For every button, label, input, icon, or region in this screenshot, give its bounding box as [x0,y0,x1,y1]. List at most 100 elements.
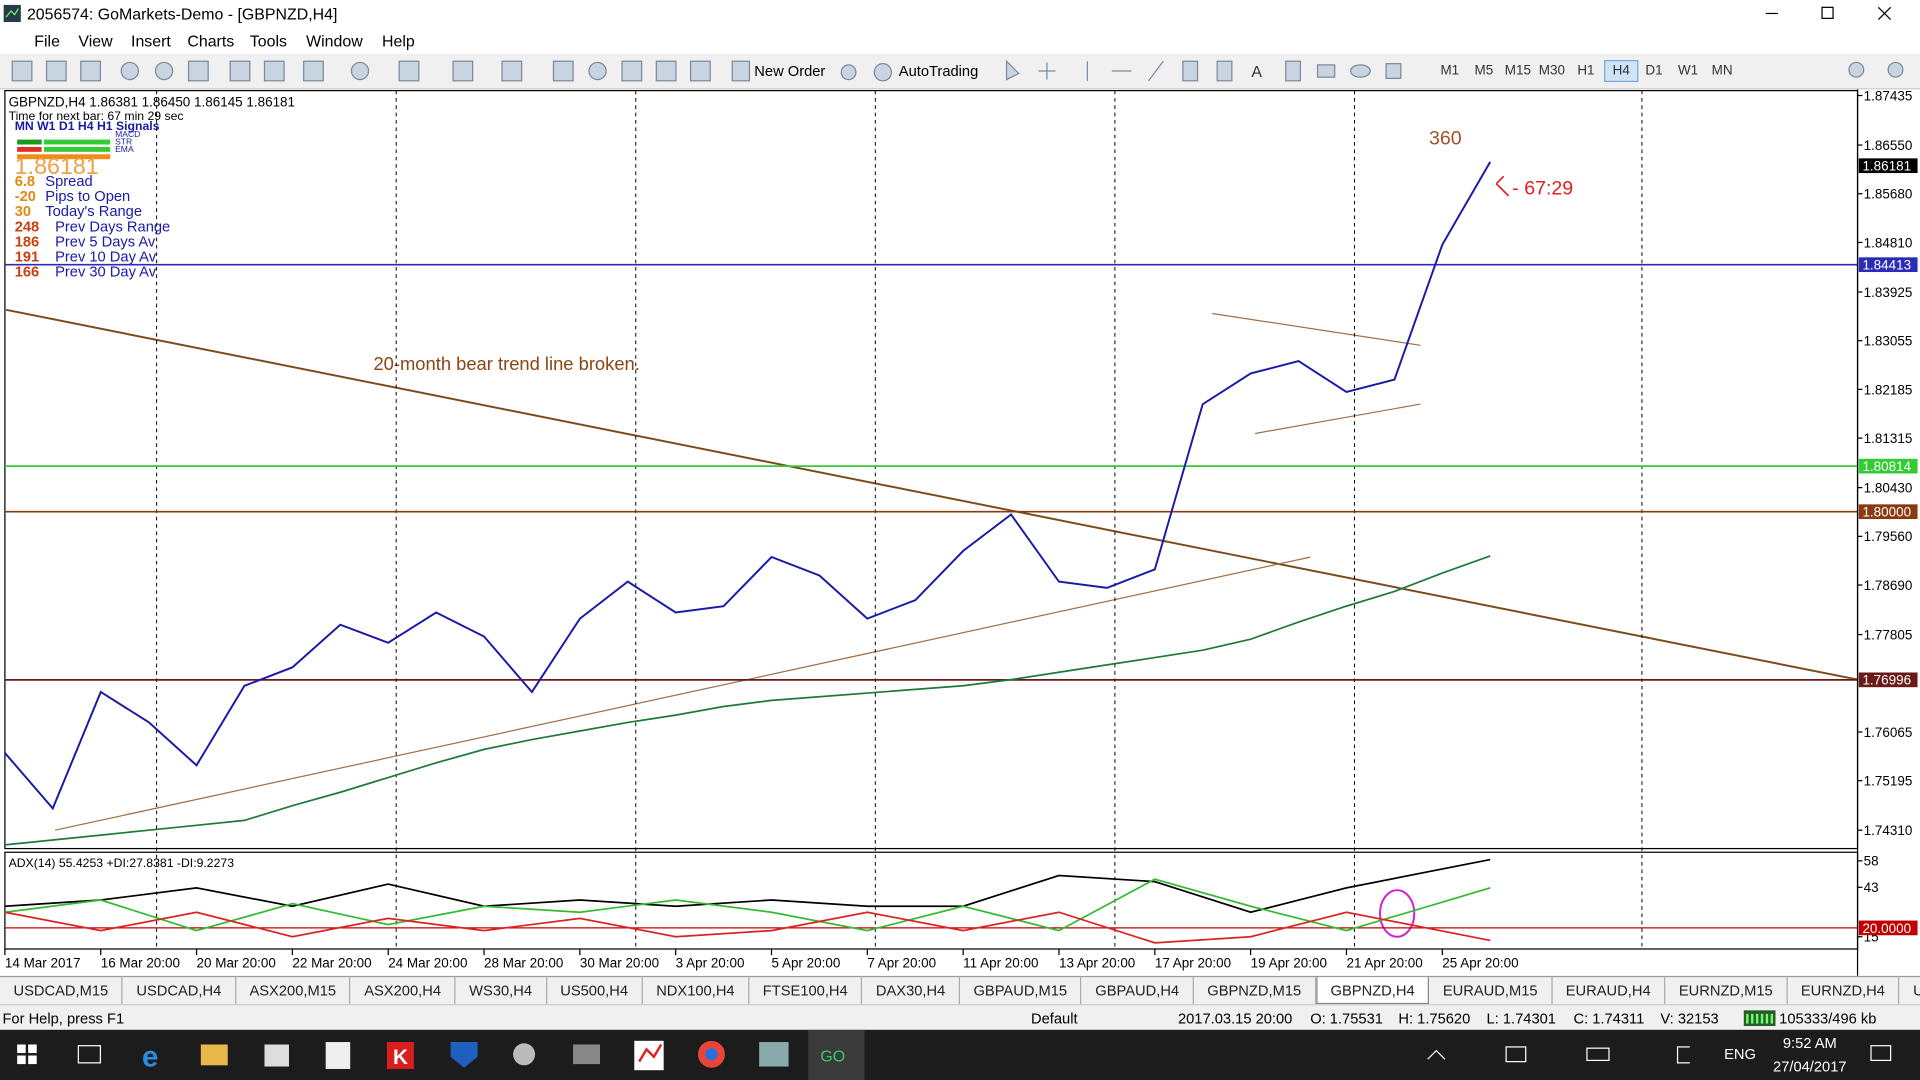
x-tick-label: 3 Apr 20:00 [676,955,745,970]
menu-item[interactable]: Charts [187,31,235,51]
timeframe-button[interactable]: M1 [1440,63,1460,79]
x-tick-label: 17 Apr 20:00 [1155,955,1231,970]
new-order-button[interactable]: New Order [754,62,826,80]
annotation: - 67:29 [1512,178,1573,200]
window-controls[interactable] [1751,0,1920,27]
price-big: 1.86181 [15,153,99,179]
autotrading-button[interactable]: AutoTrading [898,62,979,80]
chart-tab[interactable]: US500,H4 [547,977,643,1005]
price-level-box [1858,458,1918,474]
stat-value: -20 [15,189,36,205]
x-tick-label: 13 Apr 20:00 [1059,955,1135,970]
x-tick-label: 5 Apr 20:00 [772,955,841,970]
svg-text:e: e [142,1041,158,1074]
timeframe-button[interactable]: M30 [1538,63,1566,79]
menu-item[interactable]: Tools [249,31,287,51]
notifications[interactable] [1869,1042,1893,1066]
chart-tab[interactable]: GBPAUD,M15 [960,977,1082,1005]
x-tick-label: 7 Apr 20:00 [867,955,936,970]
price-level-box [1858,672,1918,688]
signal-bar [44,139,111,145]
chart-tab[interactable]: EURNZD,H4 [1787,977,1900,1005]
signals-label: MN W1 D1 H4 H1 Signals [15,119,160,133]
highlight-circle [1379,889,1416,938]
title-bar: 2056574: GoMarkets-Demo - [GBPNZD,H4] [0,0,1920,27]
y-tick-label: 1.80430 [1864,481,1913,496]
timeframe-button[interactable]: W1 [1677,63,1699,79]
chart-tab[interactable]: EURNZD,M15 [1665,977,1788,1005]
taskbar: e K GO ENG 9:52 AM 27/04/2017 [0,1029,1920,1080]
chart-tab[interactable]: NDX100,H4 [643,977,750,1005]
clock-date[interactable]: 27/04/2017 [1773,1057,1847,1076]
timeframe-button[interactable]: H4 [1604,60,1639,83]
x-tick-label: 28 Mar 20:00 [484,955,563,970]
annotation: 360 [1429,127,1462,149]
status-open: O: 1.75531 [1310,1010,1383,1028]
stat-value: 191 [15,249,40,265]
chart-tab[interactable]: EURAUD,M15 [1429,977,1553,1005]
timer-arrow [1495,175,1510,197]
chart-tab[interactable]: USDCAD,M15 [0,977,123,1005]
x-tick-label: 22 Mar 20:00 [292,955,371,970]
signal-bar [44,146,111,152]
signal-row: MACD [115,129,140,139]
menu-item[interactable]: Insert [131,31,171,51]
clock-time[interactable]: 9:52 AM [1782,1034,1837,1052]
status-high: H: 1.75620 [1398,1010,1471,1028]
y-tick-label: 1.75195 [1864,774,1913,789]
menu-item[interactable]: File [34,31,60,51]
signal-bars [17,139,111,160]
bar-timer: Time for next bar: 67 min 29 sec [9,109,184,123]
price-level-label: 1.86181 [1862,159,1911,174]
signal-bar [17,154,111,160]
language[interactable]: ENG [1724,1045,1756,1063]
x-tick-label: 20 Mar 20:00 [197,955,276,970]
chart-tab[interactable]: FTSE100,H4 [749,977,863,1005]
timeframe-button[interactable]: D1 [1645,63,1663,79]
stat-label: Prev 5 Days Av [55,234,156,250]
timeframe-button[interactable]: M15 [1504,63,1531,79]
signal-bar [17,139,42,145]
stat-value: 166 [15,264,40,280]
chart-tab[interactable]: GBPNZD,M15 [1194,977,1316,1005]
stat-value: 6.8 [15,174,35,190]
chart-tab[interactable]: USDI [1900,977,1920,1004]
menu-item[interactable]: Window [306,31,363,51]
y-tick-label: 1.79560 [1864,529,1913,544]
chart-tab[interactable]: GBPNZD,H4 [1315,977,1430,1005]
x-tick-label: 19 Apr 20:00 [1251,955,1327,970]
y-tick-label: 1.77805 [1864,627,1913,642]
chart-tab[interactable]: GBPAUD,H4 [1082,977,1194,1005]
x-tick-label: 16 Mar 20:00 [101,955,180,970]
chart-tab[interactable]: EURAUD,H4 [1552,977,1666,1005]
support-trend-line [54,556,1311,831]
timeframe-button[interactable]: MN [1711,63,1733,79]
x-tick-label: 24 Mar 20:00 [388,955,467,970]
stat-label: Prev 10 Day Av [55,249,157,265]
price-level-box [1858,257,1918,273]
toolbar-icons: A [11,59,1904,82]
status-time: 2017.03.15 20:00 [1177,1010,1293,1028]
chart-tab[interactable]: USDCAD,H4 [123,977,236,1005]
signal-row: EMA [115,144,134,154]
taskbar-icons: e K GO [17,1029,1690,1080]
chart-tab[interactable]: ASX200,M15 [236,977,351,1005]
y-tick-label: 1.74310 [1864,823,1913,838]
signal-bar [17,146,42,152]
y-tick-label: 58 [1864,854,1879,869]
chart-tab[interactable]: ASX200,H4 [351,977,456,1005]
status-traffic: 105333/496 kb [1779,1010,1877,1028]
chart-tab[interactable]: DAX30,H4 [862,977,960,1005]
y-tick-label: 1.85680 [1864,187,1913,202]
timeframe-button[interactable]: H1 [1577,63,1595,79]
price-level-label: 1.80000 [1862,505,1911,520]
series-line [4,555,1491,846]
menu-item[interactable]: View [78,31,113,51]
status-profile: Default [1031,1010,1078,1028]
menu-item[interactable]: Help [382,31,415,51]
timeframe-button[interactable]: M5 [1474,63,1494,79]
chart-tab[interactable]: WS30,H4 [456,977,547,1005]
x-tick-label: 21 Apr 20:00 [1346,955,1422,970]
series-line [4,911,1491,944]
